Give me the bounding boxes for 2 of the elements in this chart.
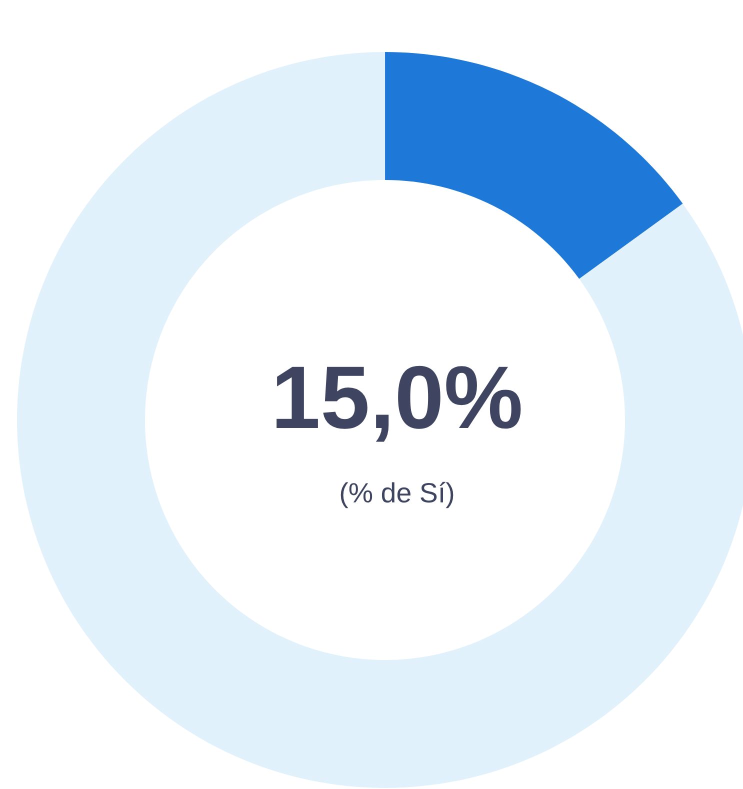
text: (% de Sí) <box>340 482 454 508</box>
text: 15,0% <box>276 366 521 442</box>
